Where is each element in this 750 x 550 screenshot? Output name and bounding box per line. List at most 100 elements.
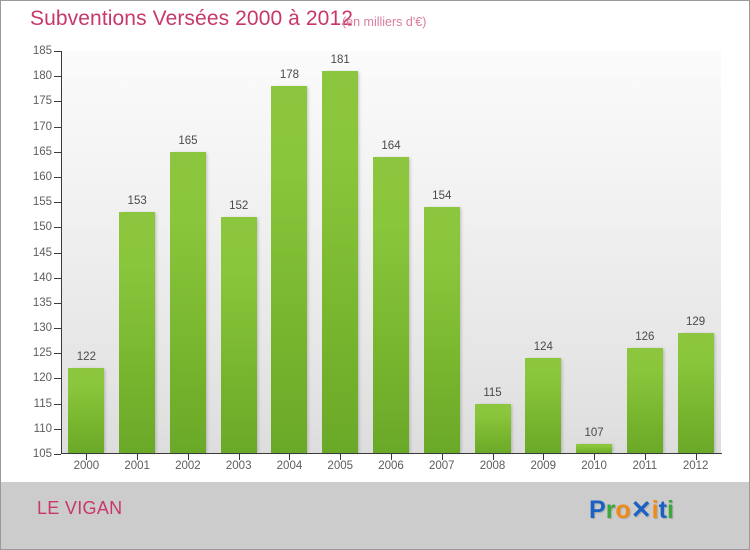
y-axis-tick-mark [54,428,61,430]
bar-2005[interactable] [322,71,359,454]
y-axis-tick-label: 115 [33,397,52,410]
y-axis-tick-mark [54,454,61,455]
bar-2012[interactable] [677,333,714,454]
chart-units-label: (en milliers d'€) [342,15,427,29]
bar-value-label: 126 [635,331,655,344]
logo-letter-3: ✕ [630,496,652,524]
y-axis-tick-label: 175 [32,95,52,108]
bar-value-label: 124 [533,341,553,354]
x-axis-tick-label: 2012 [682,460,709,472]
logo-letter-6: i [666,496,674,524]
bar-value-label: 165 [178,134,198,147]
y-axis-tick-label: 145 [32,246,52,259]
x-axis-tick-label: 2008 [479,460,506,472]
y-axis-tick-label: 110 [33,422,52,435]
y-axis-tick-mark [54,51,61,52]
bar-2006[interactable] [373,156,409,454]
bar-2010[interactable] [576,443,613,454]
y-axis-tick-label: 105 [32,448,52,460]
y-axis-tick-mark [54,202,61,204]
y-axis-tick-label: 185 [32,45,52,57]
x-axis-tick-label: 2002 [175,460,201,472]
bar-value-label: 178 [279,69,300,82]
bar-2003[interactable] [220,217,257,454]
y-axis-tick-label: 135 [32,296,52,309]
bar-value-label: 122 [76,351,96,364]
bar-value-label: 129 [686,316,706,329]
bar-value-label: 115 [483,386,502,399]
bar-2004[interactable] [271,86,308,454]
logo-letter-5: t [658,496,667,524]
x-axis-tick-mark [238,454,240,460]
y-axis-tick-label: 155 [32,196,52,209]
x-axis-tick-mark [644,454,646,460]
y-axis-tick-mark [54,353,61,355]
bar-value-label: 154 [432,190,452,203]
x-axis-tick-mark [86,454,88,460]
x-axis-tick-mark [543,454,545,460]
x-axis-tick-mark [594,454,596,460]
x-axis-tick-mark [695,454,697,460]
x-axis-tick-label: 2001 [124,460,150,472]
y-axis-tick-label: 125 [32,347,52,360]
x-axis-tick-mark [391,454,392,460]
x-axis-tick-label: 2009 [530,460,557,472]
y-axis-tick-mark [54,302,61,304]
x-axis-tick-mark [187,454,189,460]
bar-2008[interactable] [474,403,511,454]
x-axis-tick-label: 2010 [581,460,607,472]
bar-value-label: 164 [381,139,401,152]
y-axis-tick-mark [54,378,61,380]
bar-2007[interactable] [423,207,460,454]
y-axis-tick-mark [54,252,61,254]
x-axis-tick-mark [289,454,291,460]
y-axis-tick-mark [54,328,61,330]
logo-letter-0: P [589,496,606,524]
y-axis-tick-mark [54,403,61,405]
bar-value-label: 152 [229,200,249,213]
y-axis-tick-mark [54,277,61,279]
bar-2001[interactable] [119,212,156,454]
x-axis-tick-label: 2006 [378,460,404,472]
y-axis-tick-mark [54,76,61,78]
town-name-label: LE VIGAN [37,498,123,518]
x-axis-tick-label: 2007 [428,460,455,472]
x-axis-tick-label: 2004 [276,460,303,472]
proxiti-logo[interactable]: Pro✕iti [589,495,674,525]
plot-area: 105 110 115 120 125 130 135 140 145 150 155 160 165 1… [33,45,721,472]
y-axis-tick-mark [54,176,61,178]
y-axis-tick-mark [54,227,61,229]
x-axis-tick-label: 2011 [632,460,658,472]
y-axis-tick-label: 140 [32,271,52,284]
y-axis-tick-label: 160 [32,170,52,183]
x-axis-tick-label: 2003 [225,460,252,472]
x-axis-tick-label: 2005 [327,460,354,472]
x-axis-tick-mark [137,454,139,460]
y-axis-tick-label: 165 [32,145,52,158]
logo-letter-4: i [651,496,659,524]
y-axis-tick-label: 130 [32,322,52,335]
bar-2000[interactable] [68,368,105,454]
x-axis-tick-mark [340,454,342,460]
y-axis-tick-label: 120 [32,372,52,385]
y-axis-tick-mark [54,101,61,103]
chart-footer: LE VIGAN Pro✕iti [1,482,749,549]
bar-2009[interactable] [525,358,562,454]
bar-2011[interactable] [626,348,663,454]
y-axis-tick-label: 170 [32,120,52,133]
logo-letter-2: o [615,496,631,524]
bar-value-label: 181 [330,54,350,67]
page-title: Subventions Versées 2000 à 2012 [30,7,354,30]
y-axis-tick-label: 180 [32,70,52,83]
y-axis-line [61,51,62,454]
y-axis-tick-mark [54,126,61,128]
bar-value-label: 153 [127,195,147,208]
x-axis-tick-label: 2000 [73,460,100,472]
bar-2002[interactable] [169,151,206,454]
x-axis-line [61,453,722,454]
y-axis-tick-mark [54,151,61,153]
logo-letter-1: r [605,496,616,524]
x-axis-tick-mark [441,454,443,460]
x-axis-tick-mark [492,454,494,460]
